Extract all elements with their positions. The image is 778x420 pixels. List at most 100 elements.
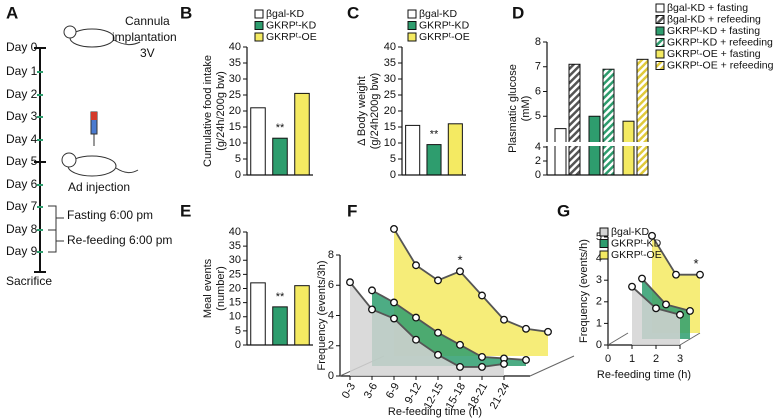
legend-label: GKRPᵗ-OE + refeeding xyxy=(667,59,774,71)
x-tick-label: 1 xyxy=(629,353,635,365)
bar xyxy=(447,123,463,176)
y-tick-label: 30 xyxy=(229,254,241,266)
day-label: Day 3 xyxy=(6,109,38,123)
point xyxy=(478,362,486,371)
legend-swatch xyxy=(254,21,264,30)
legend-label: βgal-KD + refeeding xyxy=(667,13,761,25)
y-axis-label: Cumulative food intake xyxy=(202,55,214,167)
panel-label: G xyxy=(557,201,570,220)
panel-label: D xyxy=(512,3,524,22)
legend-swatch xyxy=(655,49,665,59)
y-tick-label: 35 xyxy=(384,57,396,69)
day-label: Day 6 xyxy=(6,177,38,191)
refeeding-label: Re-feeding 6:00 pm xyxy=(67,233,172,247)
legend-swatch xyxy=(254,32,264,42)
point xyxy=(390,298,398,307)
y-tick-label: 30 xyxy=(229,73,241,85)
point xyxy=(648,231,656,240)
point xyxy=(346,278,354,287)
significance: ** xyxy=(276,291,285,303)
x-tick-label: 0-3 xyxy=(340,381,358,401)
point xyxy=(500,315,508,324)
point xyxy=(638,274,646,283)
bar xyxy=(554,128,567,176)
y-axis-label: Plasmatic glucose xyxy=(507,64,519,153)
y-axis-label: Frequency (events/3h) xyxy=(316,260,328,370)
line xyxy=(393,228,549,333)
point xyxy=(478,291,486,300)
bar xyxy=(602,68,615,176)
point xyxy=(390,314,398,323)
legend-label: GKRPᵗ-OE xyxy=(611,249,662,261)
y-tick-label: 10 xyxy=(229,311,241,323)
surgery-label: 3V xyxy=(140,46,155,60)
y-tick-label: 10 xyxy=(384,137,396,149)
rat-icon xyxy=(113,39,141,46)
legend-swatch xyxy=(599,250,609,260)
legend-swatch xyxy=(407,32,417,42)
point xyxy=(662,300,670,309)
bar xyxy=(272,306,288,346)
y-tick-label: 5 xyxy=(235,153,241,165)
x-axis-label: Re-feeding time (h) xyxy=(597,369,691,381)
bar xyxy=(272,137,288,176)
y-tick-label: 0 xyxy=(390,169,396,181)
surgery-label: implantation xyxy=(112,30,177,44)
day-label: Day 4 xyxy=(6,132,38,146)
point xyxy=(652,304,660,313)
point xyxy=(434,328,442,337)
point xyxy=(628,282,636,291)
legend-swatch xyxy=(254,9,264,19)
y-tick-label: 40 xyxy=(229,226,241,238)
bar xyxy=(405,124,421,176)
day-label: Day 0 xyxy=(6,40,38,54)
timeline-panel: A Sacrifice Cannula implantation 3V Ad i… xyxy=(6,3,177,288)
day-label: Day 2 xyxy=(6,87,38,101)
legend-swatch xyxy=(407,9,417,19)
legend-label: GKRPᵗ-KD + refeeding xyxy=(667,36,773,48)
legend-swatch xyxy=(655,3,665,13)
legend-swatch xyxy=(655,15,665,24)
legend-label: GKRPᵗ-KD xyxy=(266,19,317,31)
bar xyxy=(294,285,310,346)
panel-label: B xyxy=(180,3,192,22)
fasting-label: Fasting 6:00 pm xyxy=(67,208,153,222)
legend-swatch xyxy=(655,26,665,36)
depth-axis xyxy=(529,355,575,377)
legend-label: βgal-KD xyxy=(419,8,458,20)
y-tick-label: 25 xyxy=(229,268,241,280)
point xyxy=(390,224,398,233)
y-tick-label: 5 xyxy=(390,153,396,165)
y-tick-label: 0 xyxy=(235,339,241,351)
panel-label: F xyxy=(347,201,357,220)
legend-swatch xyxy=(599,239,609,248)
point xyxy=(672,270,680,279)
y-axis-label: Meal events xyxy=(202,258,214,318)
point xyxy=(456,267,464,276)
area xyxy=(350,282,504,376)
legend-label: GKRPᵗ-KD + fasting xyxy=(667,25,760,37)
x-tick-label: 9-12 xyxy=(403,381,424,406)
surgery-label: Cannula xyxy=(125,14,170,28)
x-tick-label: 2 xyxy=(653,353,659,365)
day-label: Day 8 xyxy=(6,222,38,236)
legend-label: GKRPᵗ-OE + fasting xyxy=(667,48,761,60)
depth-axis xyxy=(607,332,629,346)
y-tick-label: 40 xyxy=(229,41,241,53)
panel-label: C xyxy=(347,3,359,22)
y-axis-label: Frequency (events/h) xyxy=(578,239,590,343)
injection-label: Ad injection xyxy=(68,180,130,194)
y-tick-label: 7 xyxy=(535,61,541,73)
y-tick-label: 0 xyxy=(535,169,541,181)
significance: * xyxy=(693,256,698,271)
significance: ** xyxy=(430,129,439,141)
day-label: Day 9 xyxy=(6,244,38,258)
panel-label: E xyxy=(180,201,191,220)
y-tick-label: 4 xyxy=(535,141,541,153)
y-tick-label: 8 xyxy=(328,249,334,261)
y-tick-label: 5 xyxy=(535,110,541,122)
timeline-end-label: Sacrifice xyxy=(6,274,52,288)
legend-label: GKRPᵗ-OE xyxy=(419,31,470,43)
legend-label: βgal-KD + fasting xyxy=(667,2,748,14)
point xyxy=(522,324,530,333)
